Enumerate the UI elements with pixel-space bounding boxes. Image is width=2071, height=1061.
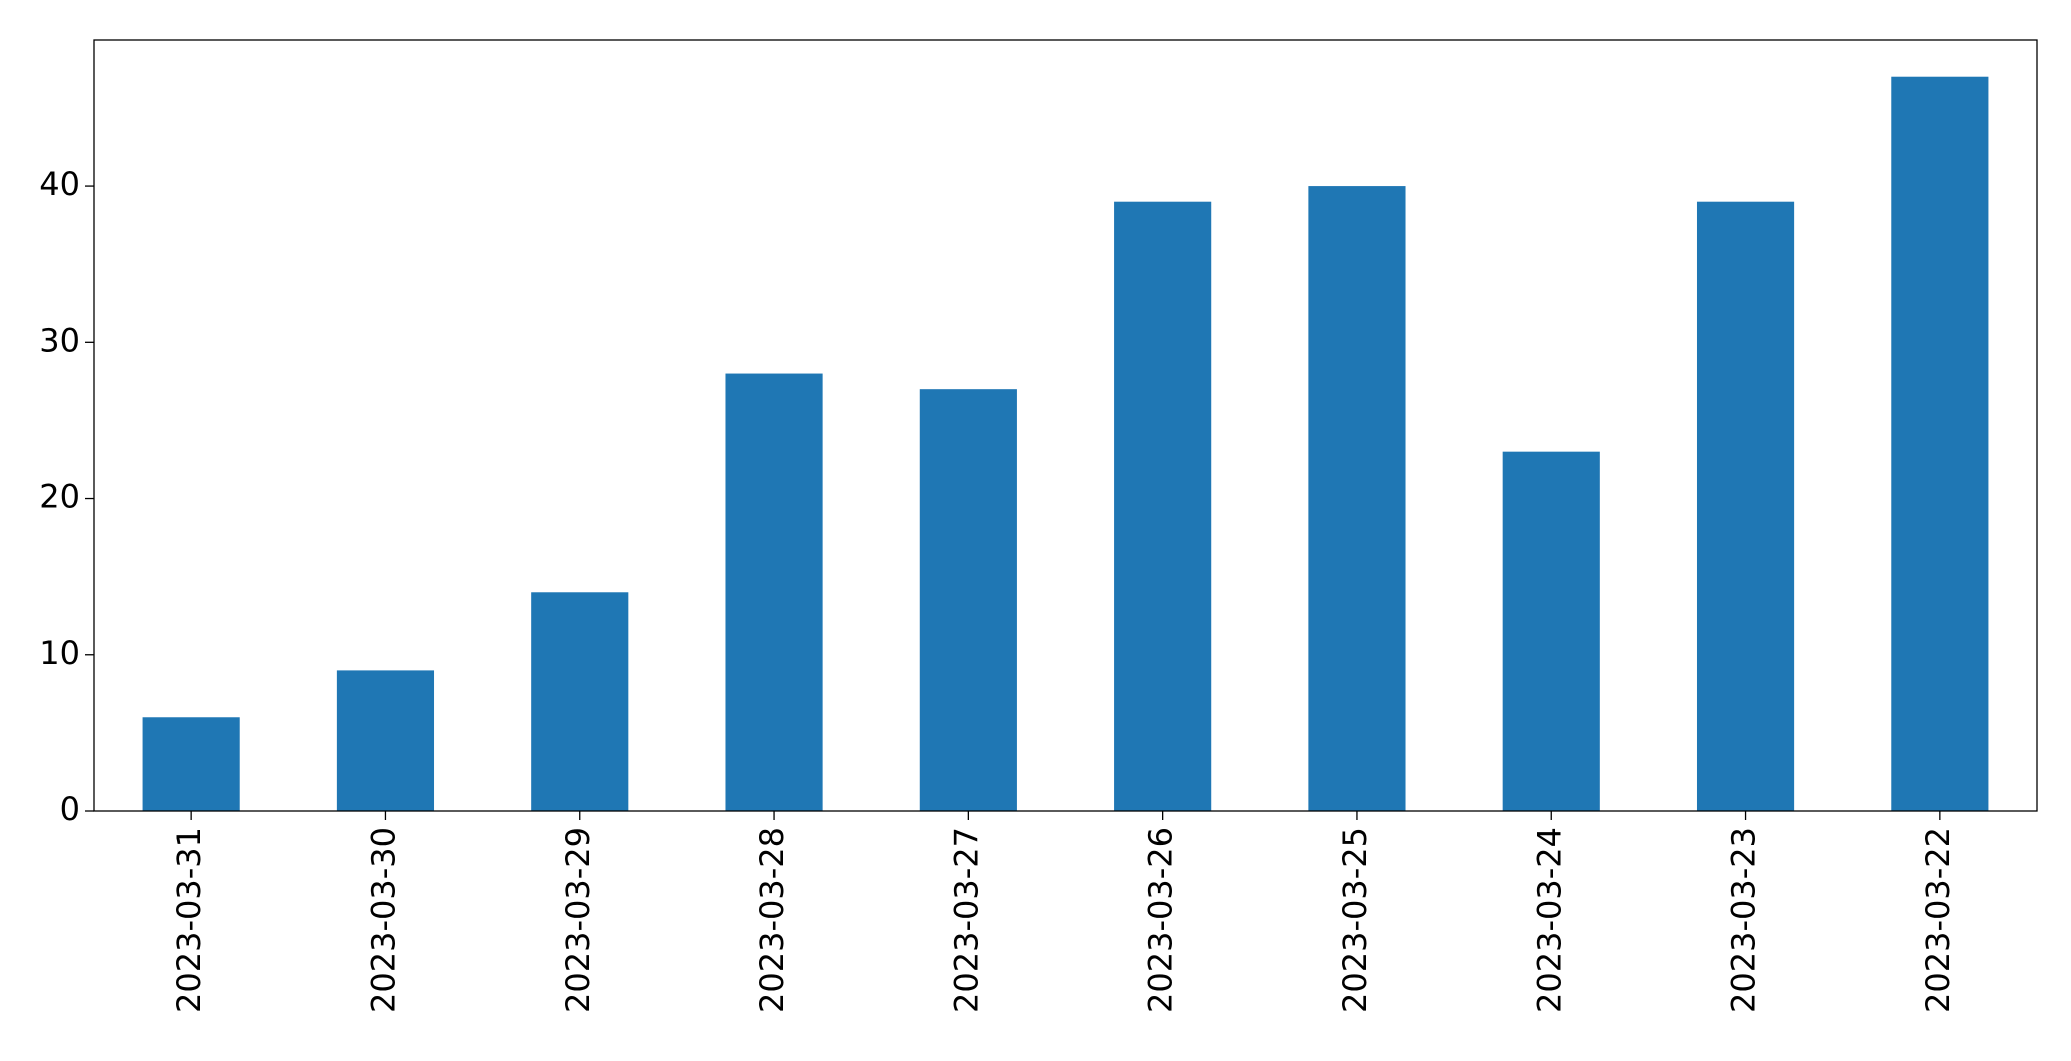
y-tick-label: 40 [39,165,80,203]
bar [1891,76,1989,811]
y-tick-label: 30 [39,321,80,359]
x-tick-label: 2023-03-29 [559,827,597,1013]
bar [1308,186,1406,811]
x-tick-label: 2023-03-23 [1725,827,1763,1013]
bar [725,373,823,811]
x-tick-label: 2023-03-27 [947,827,985,1013]
x-tick-label: 2023-03-22 [1919,827,1957,1013]
x-tick-label: 2023-03-31 [170,827,208,1013]
bar [336,670,435,811]
x-tick-label: 2023-03-24 [1530,827,1568,1013]
bar [1696,201,1795,811]
plot-frame [93,39,2038,812]
bar [1114,201,1212,811]
x-tick-label: 2023-03-28 [753,827,791,1013]
y-tick-label: 10 [39,634,80,672]
x-tick-label: 2023-03-30 [364,827,402,1013]
x-tick-label: 2023-03-26 [1142,827,1180,1013]
x-tick-label: 2023-03-25 [1336,827,1374,1013]
bar [531,592,629,811]
bar [919,389,1017,811]
y-tick-label: 0 [60,790,80,828]
bar [142,717,240,811]
bar [1502,451,1600,811]
y-tick-label: 20 [39,478,80,516]
